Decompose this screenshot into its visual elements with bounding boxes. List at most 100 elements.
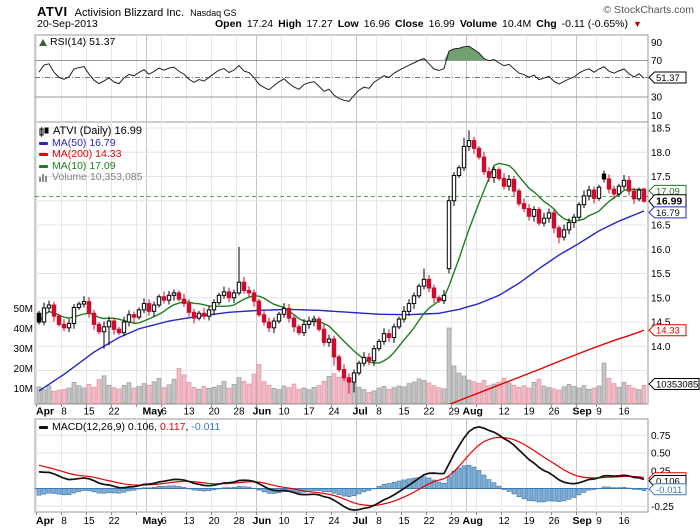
svg-text:22: 22 xyxy=(423,407,435,418)
volume-label: Volume xyxy=(459,18,498,30)
volume-bars xyxy=(36,327,647,404)
svg-text:26: 26 xyxy=(548,516,560,527)
macd-swatch-icon xyxy=(39,425,48,429)
signal-value: 0.117 xyxy=(160,421,186,433)
ticker-symbol: ATVI xyxy=(37,4,68,19)
svg-text:16.5: 16.5 xyxy=(651,221,671,232)
svg-text:10: 10 xyxy=(278,407,290,418)
svg-text:Apr: Apr xyxy=(36,406,54,418)
chart-header: ATVI Activision Blizzard Inc. Nasdaq GS xyxy=(37,3,237,21)
close-value: 16.99 xyxy=(428,18,455,30)
quote-line: Open 17.24 High 17.27 Low 16.96 Close 16.99 … xyxy=(215,18,642,30)
svg-text:12: 12 xyxy=(498,407,510,418)
svg-text:17.09: 17.09 xyxy=(656,186,680,197)
svg-text:8: 8 xyxy=(61,407,67,418)
low-value: 16.96 xyxy=(363,18,391,30)
high-label: High xyxy=(278,18,302,30)
svg-text:29: 29 xyxy=(448,516,460,527)
volume-bars-icon xyxy=(39,174,47,183)
svg-text:28: 28 xyxy=(233,407,245,418)
low-label: Low xyxy=(337,18,359,30)
svg-text:0.106: 0.106 xyxy=(656,476,680,487)
rsi-line xyxy=(38,45,645,102)
svg-text:18.0: 18.0 xyxy=(651,148,671,159)
svg-text:Aug: Aug xyxy=(463,515,483,527)
ma10-line xyxy=(38,162,645,364)
macd-value: 0.106 xyxy=(127,421,155,433)
open-value: 17.24 xyxy=(246,18,274,30)
svg-text:9: 9 xyxy=(596,407,602,418)
chg-value: -0.11 (-0.65%) xyxy=(561,18,628,30)
chg-label: Chg xyxy=(536,18,557,30)
svg-text:29: 29 xyxy=(448,407,460,418)
svg-text:Jul: Jul xyxy=(353,406,368,418)
svg-text:20: 20 xyxy=(208,407,220,418)
svg-text:30: 30 xyxy=(651,93,663,104)
value-tag-boxes: 51.3717.0916.9916.7914.33103530850.1170.… xyxy=(648,71,700,496)
ma50-line xyxy=(38,210,645,392)
svg-text:13: 13 xyxy=(183,407,195,418)
svg-text:20M: 20M xyxy=(14,364,33,375)
svg-text:6: 6 xyxy=(161,407,167,418)
legend-symbol: ATVI (Daily) 16.99 xyxy=(53,125,143,137)
price-panel xyxy=(35,130,648,404)
rsi-label: RSI(14) 51.37 xyxy=(50,36,116,48)
svg-text:15: 15 xyxy=(398,516,410,527)
svg-text:10M: 10M xyxy=(14,384,33,395)
candlestick-icon xyxy=(39,126,49,137)
svg-text:40M: 40M xyxy=(14,324,33,335)
svg-text:16.79: 16.79 xyxy=(656,208,680,219)
svg-text:30M: 30M xyxy=(14,344,33,355)
svg-text:20: 20 xyxy=(208,516,220,527)
panel-backgrounds xyxy=(34,34,649,513)
svg-text:17: 17 xyxy=(303,407,315,418)
rsi-panel xyxy=(35,45,648,102)
quote-date: 20-Sep-2013 xyxy=(37,18,98,30)
hist-value: -0.011 xyxy=(191,421,221,433)
svg-text:Aug: Aug xyxy=(463,406,483,418)
ma200-swatch-icon xyxy=(39,153,48,157)
svg-text:26: 26 xyxy=(548,407,560,418)
svg-text:28: 28 xyxy=(233,516,245,527)
legend-ma10: MA(10) 17.09 xyxy=(52,159,116,172)
macd-label: MACD(12,26,9) xyxy=(52,421,125,433)
open-label: Open xyxy=(215,18,242,30)
price-legend: ATVI (Daily) 16.99 MA(50) 16.79 MA(200) … xyxy=(39,125,143,184)
ma200-line xyxy=(448,329,645,404)
svg-text:Apr: Apr xyxy=(36,515,54,527)
macd-panel xyxy=(35,426,648,511)
ma50-swatch-icon xyxy=(39,141,48,145)
svg-text:15: 15 xyxy=(83,516,95,527)
svg-text:0.50: 0.50 xyxy=(651,449,671,460)
axis-labels: 90 70 30 10 18.5 18.0 17.5 16.5 16.0 15.5 15.0 14.5… xyxy=(14,38,675,527)
svg-text:18.5: 18.5 xyxy=(651,124,671,135)
svg-text:15.0: 15.0 xyxy=(651,293,671,304)
svg-text:14.33: 14.33 xyxy=(656,326,680,337)
exchange-name: Nasdaq GS xyxy=(190,8,237,18)
legend-ma200: MA(200) 14.33 xyxy=(52,148,122,160)
svg-text:22: 22 xyxy=(423,516,435,527)
svg-text:15: 15 xyxy=(83,407,95,418)
svg-text:Sep: Sep xyxy=(573,515,592,527)
svg-text:Jun: Jun xyxy=(253,515,272,527)
svg-text:6: 6 xyxy=(161,516,167,527)
svg-text:17.5: 17.5 xyxy=(651,172,671,183)
svg-text:22: 22 xyxy=(108,516,120,527)
svg-text:8: 8 xyxy=(376,516,382,527)
rsi-legend: RSI(14) 51.37 xyxy=(39,36,115,48)
svg-text:12: 12 xyxy=(498,516,510,527)
svg-text:16.0: 16.0 xyxy=(651,245,671,256)
svg-text:22: 22 xyxy=(108,407,120,418)
chg-down-triangle-icon: ▼ xyxy=(633,19,642,29)
candlesticks xyxy=(36,130,647,394)
svg-text:Jul: Jul xyxy=(353,515,368,527)
svg-text:0.75: 0.75 xyxy=(651,431,671,442)
svg-text:8: 8 xyxy=(376,407,382,418)
macd-legend: MACD(12,26,9) 0.106, 0.117, -0.011 xyxy=(39,421,220,433)
svg-text:24: 24 xyxy=(328,516,340,527)
svg-text:15: 15 xyxy=(398,407,410,418)
legend-ma50: MA(50) 16.79 xyxy=(52,136,116,149)
svg-text:9: 9 xyxy=(596,516,602,527)
